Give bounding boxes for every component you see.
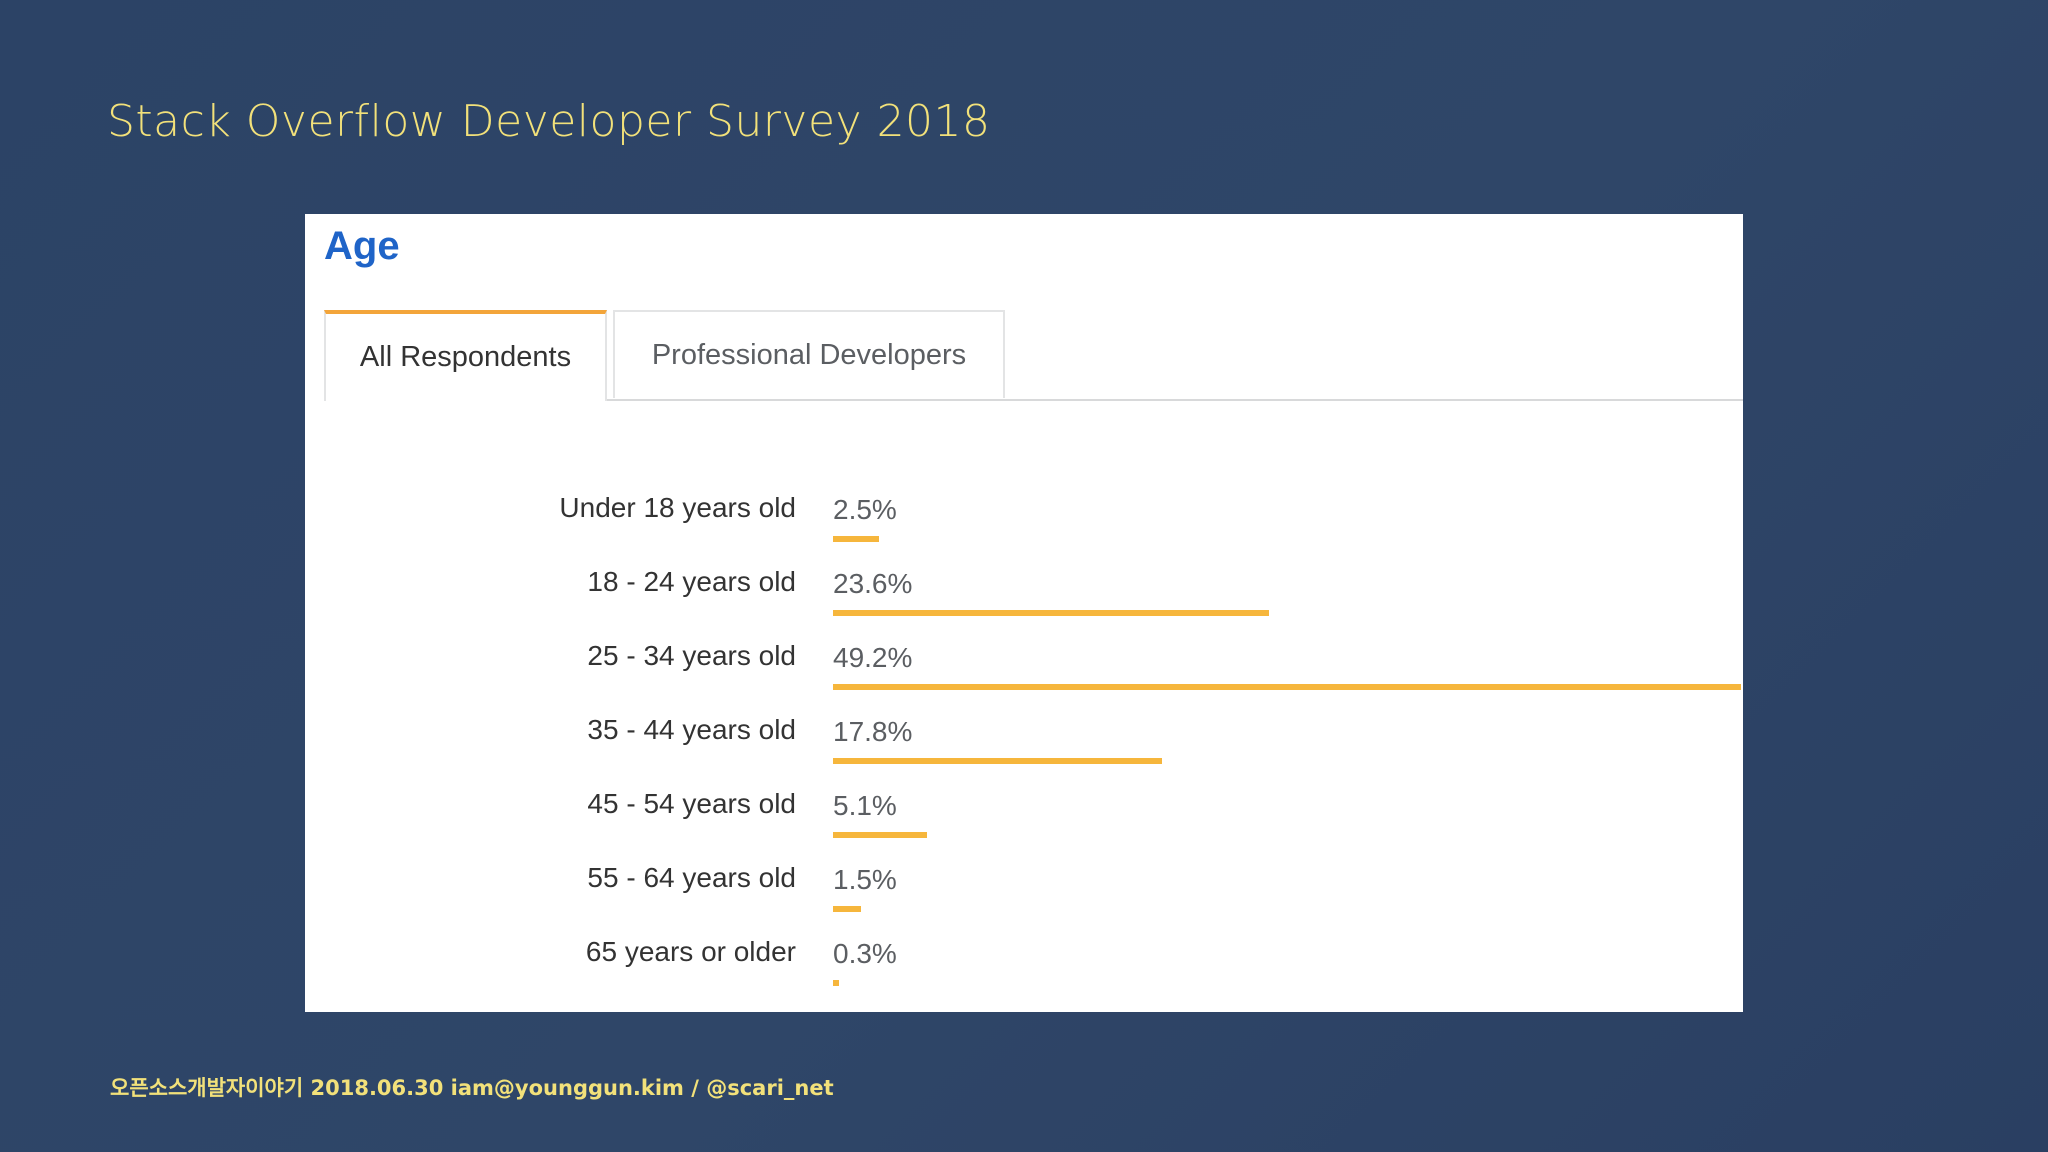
bar [833,536,879,542]
category-label: 18 - 24 years old [587,566,796,597]
bar [833,832,927,838]
value-label: 2.5% [833,494,897,525]
bar [833,980,839,986]
chart-row: 18 - 24 years old 23.6% [305,556,1743,630]
value-label: 23.6% [833,568,913,599]
value-label: 17.8% [833,716,913,747]
chart-row: 35 - 44 years old 17.8% [305,704,1743,778]
category-label: 55 - 64 years old [587,862,796,893]
tab-all-respondents[interactable]: All Respondents [324,310,607,401]
slide-title: Stack Overflow Developer Survey 2018 [107,96,991,147]
value-label: 0.3% [833,938,897,969]
bar [833,684,1741,690]
chart-row: 45 - 54 years old 5.1% [305,778,1743,852]
category-label: 65 years or older [585,936,796,967]
category-label: Under 18 years old [559,492,796,523]
chart-row: 65 years or older 0.3% [305,926,1743,1000]
chart-row: 25 - 34 years old 49.2% [305,630,1743,704]
chart-row: Under 18 years old 2.5% [305,482,1743,556]
tab-professional-developers[interactable]: Professional Developers [613,310,1005,398]
category-label: 45 - 54 years old [587,788,796,819]
category-label: 25 - 34 years old [587,640,796,671]
age-bar-chart: Under 18 years old 2.5% 18 - 24 years old 2… [305,214,1743,1012]
section-heading: Age [324,224,400,268]
bar [833,610,1269,616]
bar [833,906,861,912]
value-label: 49.2% [833,642,913,673]
survey-card: Age All Respondents Professional Develop… [305,214,1743,1012]
bar [833,758,1162,764]
tabs-baseline [324,399,1743,401]
value-label: 1.5% [833,864,897,895]
category-label: 35 - 44 years old [587,714,796,745]
value-label: 5.1% [833,790,897,821]
footer-credit: 오픈소스개발자이야기 2018.06.30 iam@younggun.kim /… [110,1076,834,1100]
chart-row: 55 - 64 years old 1.5% [305,852,1743,926]
